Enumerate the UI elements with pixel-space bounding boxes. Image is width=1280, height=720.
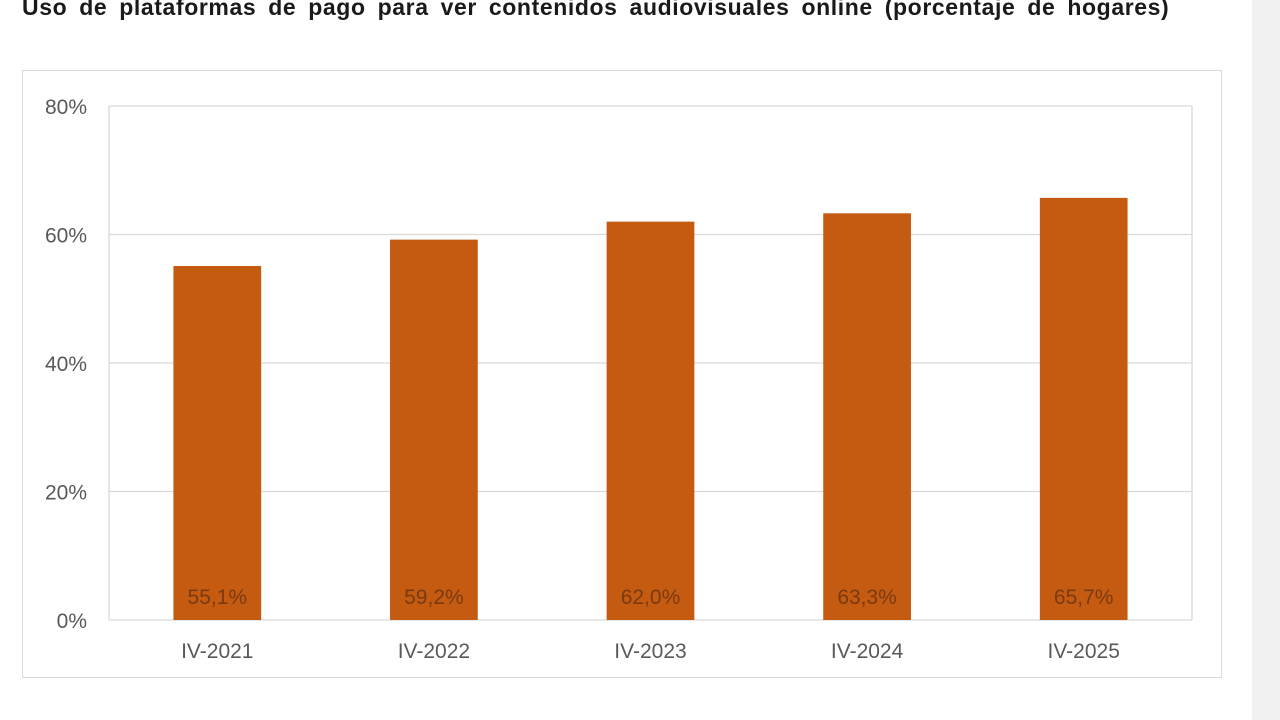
y-tick-label: 40% xyxy=(45,353,87,376)
bar-iv-2023 xyxy=(606,221,695,620)
bar-iv-2021 xyxy=(173,265,262,620)
data-label: 55,1% xyxy=(188,586,248,609)
x-tick-label: IV-2024 xyxy=(831,640,904,663)
page-margin-strip xyxy=(1252,0,1280,720)
x-tick-label: IV-2021 xyxy=(181,640,253,663)
y-tick-label: 80% xyxy=(45,96,87,119)
data-label: 63,3% xyxy=(837,586,897,609)
bars xyxy=(173,197,1128,621)
bar-iv-2024 xyxy=(823,213,911,621)
x-axis: IV-2021 IV-2022 IV-2023 IV-2024 IV-2025 xyxy=(181,640,1120,663)
y-tick-label: 20% xyxy=(45,482,87,505)
bar-iv-2022 xyxy=(390,239,478,620)
data-labels: 55,1% 59,2% 62,0% 63,3% 65,7% xyxy=(188,586,1114,609)
x-tick-label: IV-2023 xyxy=(614,640,686,663)
data-label: 59,2% xyxy=(404,586,464,609)
y-axis: 0% 20% 40% 60% 80% xyxy=(45,96,87,633)
bar-iv-2025 xyxy=(1039,197,1128,620)
x-tick-label: IV-2022 xyxy=(398,640,470,663)
data-label: 62,0% xyxy=(621,586,681,609)
x-tick-label: IV-2025 xyxy=(1047,640,1119,663)
y-tick-label: 0% xyxy=(57,610,87,633)
chart-title: Uso de plataformas de pago para ver cont… xyxy=(22,0,1170,20)
data-label: 65,7% xyxy=(1054,586,1114,609)
y-tick-label: 60% xyxy=(45,225,87,248)
